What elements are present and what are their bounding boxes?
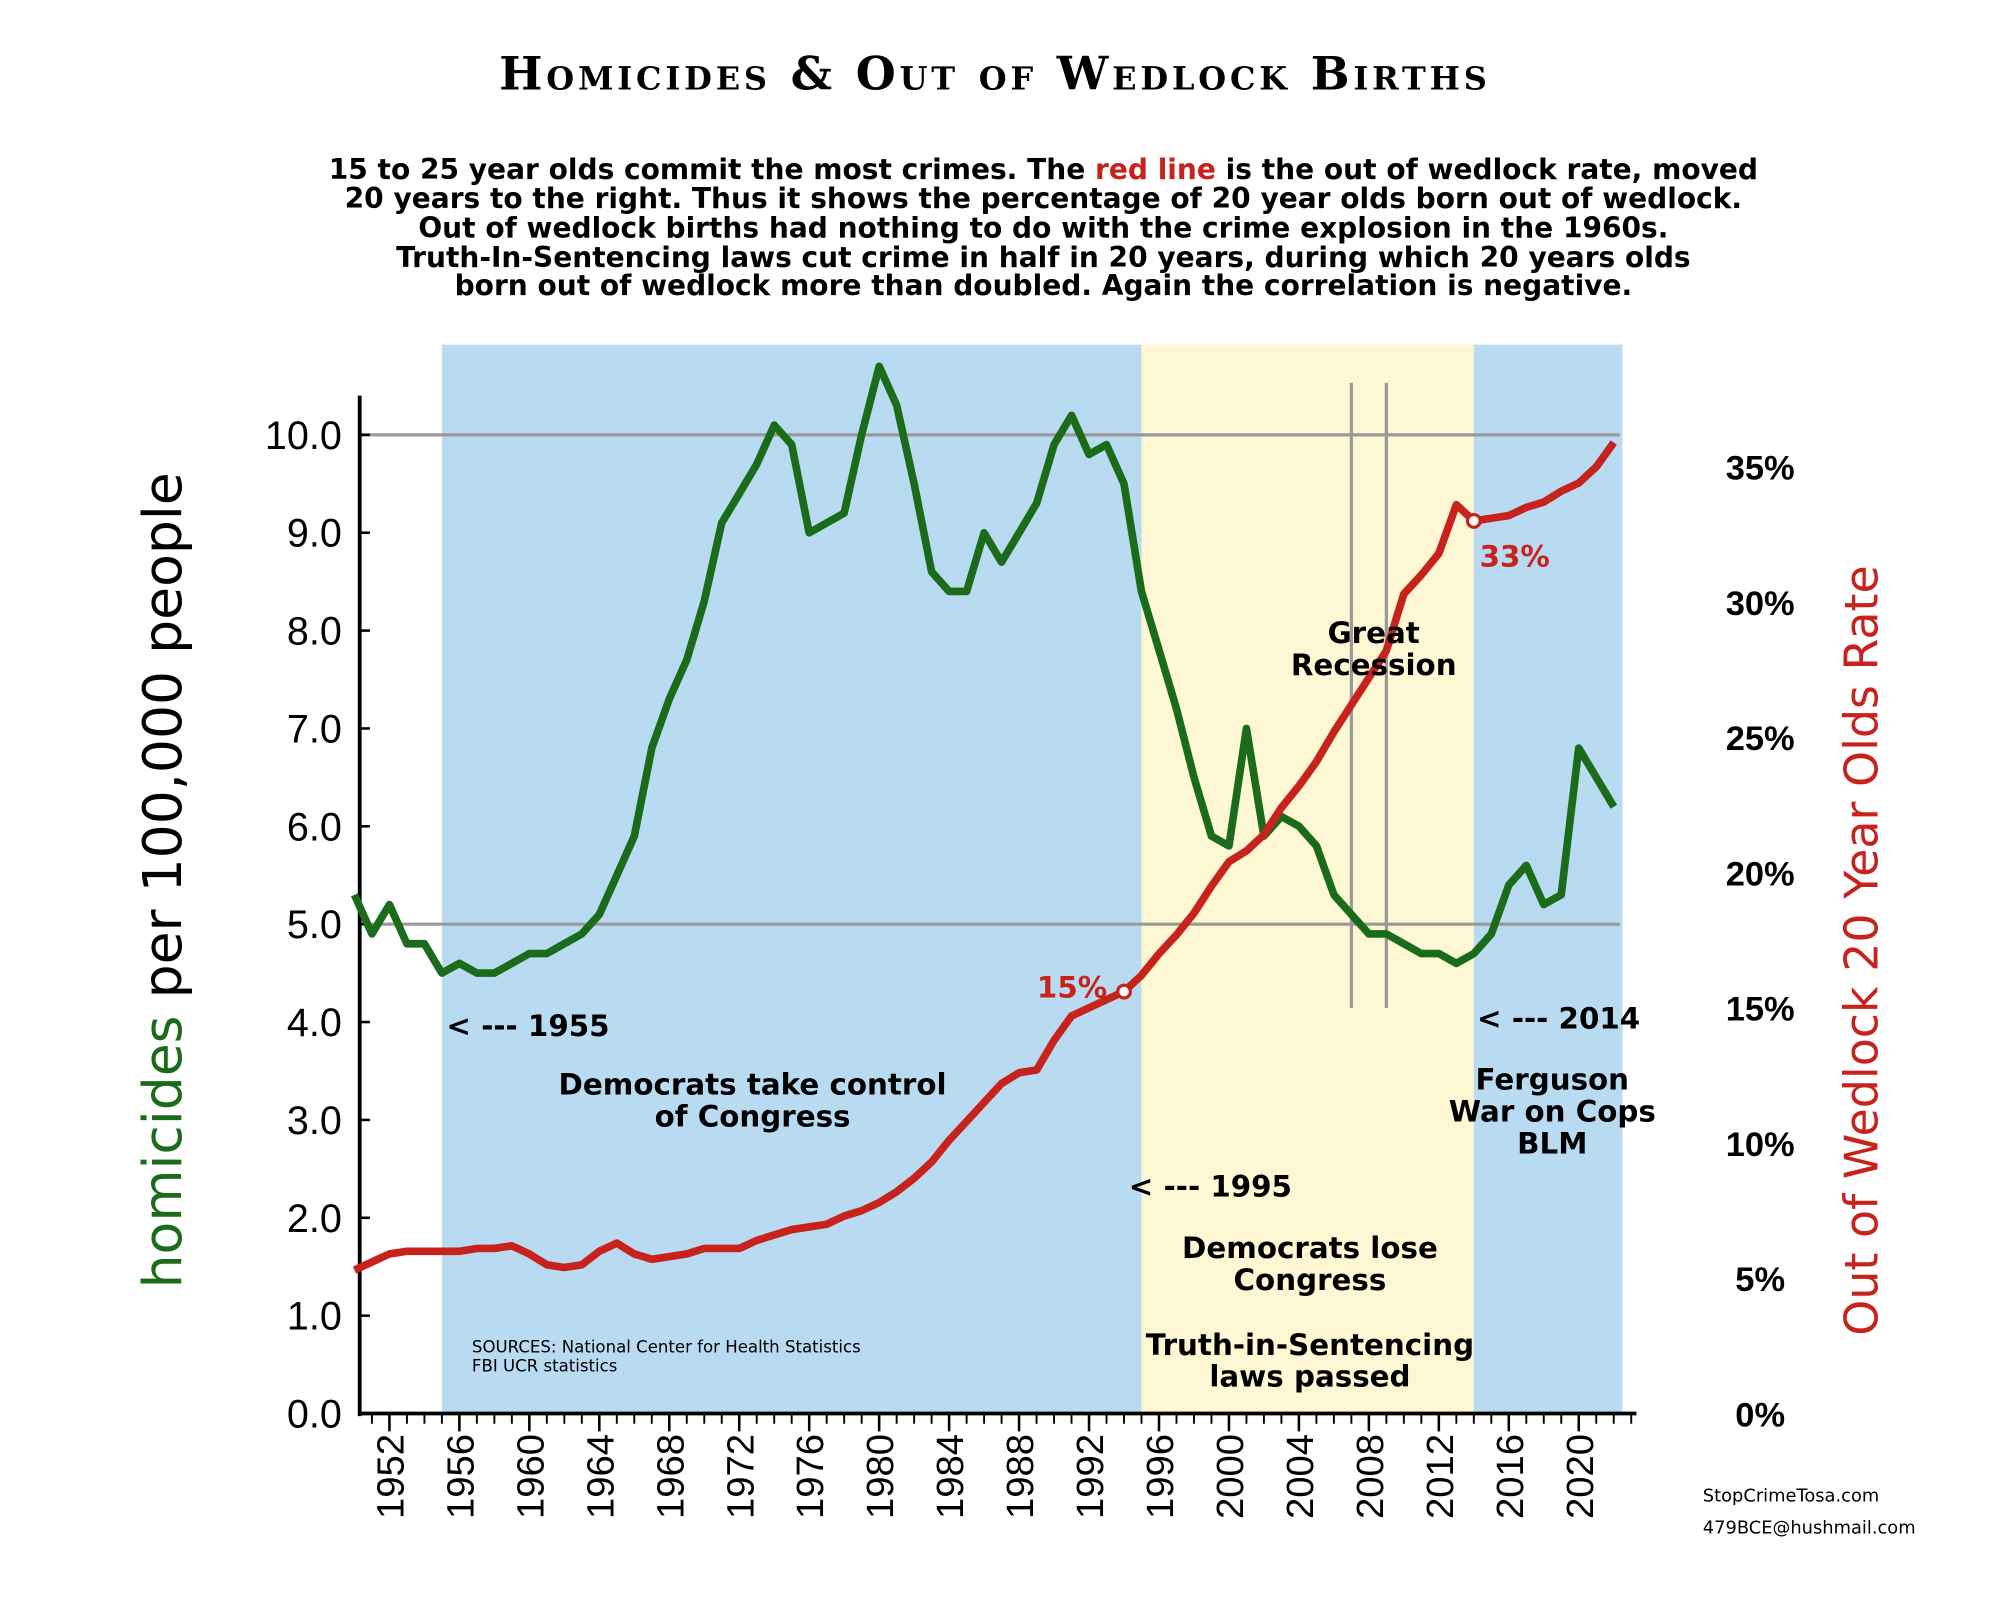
chart-title: Homicides & Out of Wedlock Births: [499, 47, 1491, 101]
y-tick-label: 10.0: [265, 414, 342, 458]
source-note: SOURCES: National Center for Health Stat…: [472, 1337, 861, 1356]
data-line: [350, 362, 1618, 977]
x-tick-label: 1960: [509, 1434, 552, 1519]
annotation: < --- 1995: [1129, 1170, 1292, 1204]
x-tick-label: 1976: [789, 1434, 832, 1519]
x-tick-label: 1984: [929, 1434, 972, 1519]
plot-layer: [350, 362, 1637, 1432]
shaded-region: [1141, 344, 1474, 1414]
highlight-point: [1116, 983, 1132, 1000]
annotation: Democrats lose: [1182, 1231, 1438, 1265]
annotation: BLM: [1517, 1126, 1587, 1160]
y2-tick-label: 5%: [1735, 1261, 1785, 1299]
y-tick-label: 3.0: [287, 1099, 342, 1143]
x-tick-label: 1968: [649, 1434, 692, 1519]
x-tick-label: 1964: [579, 1434, 622, 1519]
x-tick-label: 2008: [1349, 1434, 1392, 1519]
y-axis-title-highlight: homicides: [131, 1015, 194, 1288]
x-tick-label: 2012: [1419, 1434, 1462, 1519]
y-tick-label: 5.0: [287, 903, 342, 947]
x-tick-label: 1996: [1139, 1434, 1182, 1519]
source-note: FBI UCR statistics: [472, 1356, 617, 1375]
annotation: War on Cops: [1449, 1094, 1656, 1128]
x-tick-label: 2016: [1489, 1434, 1532, 1519]
annotation: Congress: [1234, 1263, 1387, 1297]
shaded-region: [1473, 344, 1623, 1414]
annotation: 15%: [1037, 971, 1107, 1005]
subtitle-highlight: red line: [1095, 153, 1216, 186]
x-tick-label: 1972: [719, 1434, 762, 1519]
x-tick-label: 1992: [1069, 1434, 1112, 1519]
y2-tick-label: 15%: [1726, 991, 1795, 1029]
annotation: Great: [1328, 616, 1420, 650]
annotation: of Congress: [655, 1100, 851, 1134]
y-tick-label: 7.0: [287, 707, 342, 751]
y-tick-label: 4.0: [287, 1001, 342, 1045]
footer-note: StopCrimeTosa.com: [1703, 1486, 1879, 1507]
subtitle-line: 15 to 25 year olds commit the most crime…: [329, 153, 1758, 186]
annotation: laws passed: [1209, 1360, 1410, 1394]
subtitle-line: Truth-In-Sentencing laws cut crime in ha…: [396, 241, 1691, 274]
y-tick-label: 6.0: [287, 805, 342, 849]
x-tick-label: 2000: [1209, 1434, 1252, 1519]
y2-tick-label: 0%: [1735, 1396, 1785, 1434]
x-tick-label: 1988: [999, 1434, 1042, 1519]
y2-tick-label: 35%: [1726, 450, 1795, 488]
annotation: Truth-in-Sentencing: [1146, 1328, 1474, 1362]
footer-note: 479BCE@hushmail.com: [1703, 1517, 1916, 1538]
subtitle-text: 15 to 25 year olds commit the most crime…: [329, 153, 1095, 186]
x-tick-label: 1980: [859, 1434, 902, 1519]
subtitle-line: born out of wedlock more than doubled. A…: [455, 269, 1633, 302]
annotation: Democrats take control: [559, 1068, 947, 1102]
y-tick-label: 8.0: [287, 610, 342, 654]
subtitle-text: is the out of wedlock rate, moved: [1216, 153, 1758, 186]
subtitle-line: Out of wedlock births had nothing to do …: [418, 211, 1668, 244]
y-tick-label: 2.0: [287, 1197, 342, 1241]
y-axis-title-text: per 100,000 people: [131, 472, 194, 1015]
annotation: < --- 2014: [1477, 1001, 1640, 1035]
annotation: Ferguson: [1476, 1063, 1630, 1097]
y-tick-label: 9.0: [287, 512, 342, 556]
y2-tick-label: 20%: [1726, 855, 1795, 893]
x-tick-label: 2020: [1559, 1434, 1602, 1519]
data-line: [352, 440, 1617, 1274]
x-tick-label: 1956: [439, 1434, 482, 1519]
y-tick-label: 0.0: [287, 1393, 342, 1437]
y2-tick-label: 25%: [1726, 720, 1795, 758]
y2-tick-label: 10%: [1726, 1126, 1795, 1164]
annotation: < --- 1955: [446, 1009, 609, 1043]
highlight-point: [1465, 512, 1482, 529]
y-axis-title: homicides per 100,000 people: [131, 472, 194, 1288]
y2-tick-label: 30%: [1726, 585, 1795, 623]
x-tick-label: 2004: [1279, 1434, 1322, 1519]
y-tick-label: 1.0: [287, 1295, 342, 1339]
y2-axis-title: Out of Wedlock 20 Year Olds Rate: [1835, 565, 1889, 1336]
subtitle-line: 20 years to the right. Thus it shows the…: [345, 182, 1742, 215]
x-tick-label: 1952: [369, 1434, 412, 1519]
annotation: Recession: [1291, 648, 1457, 682]
annotation: 33%: [1480, 540, 1550, 574]
